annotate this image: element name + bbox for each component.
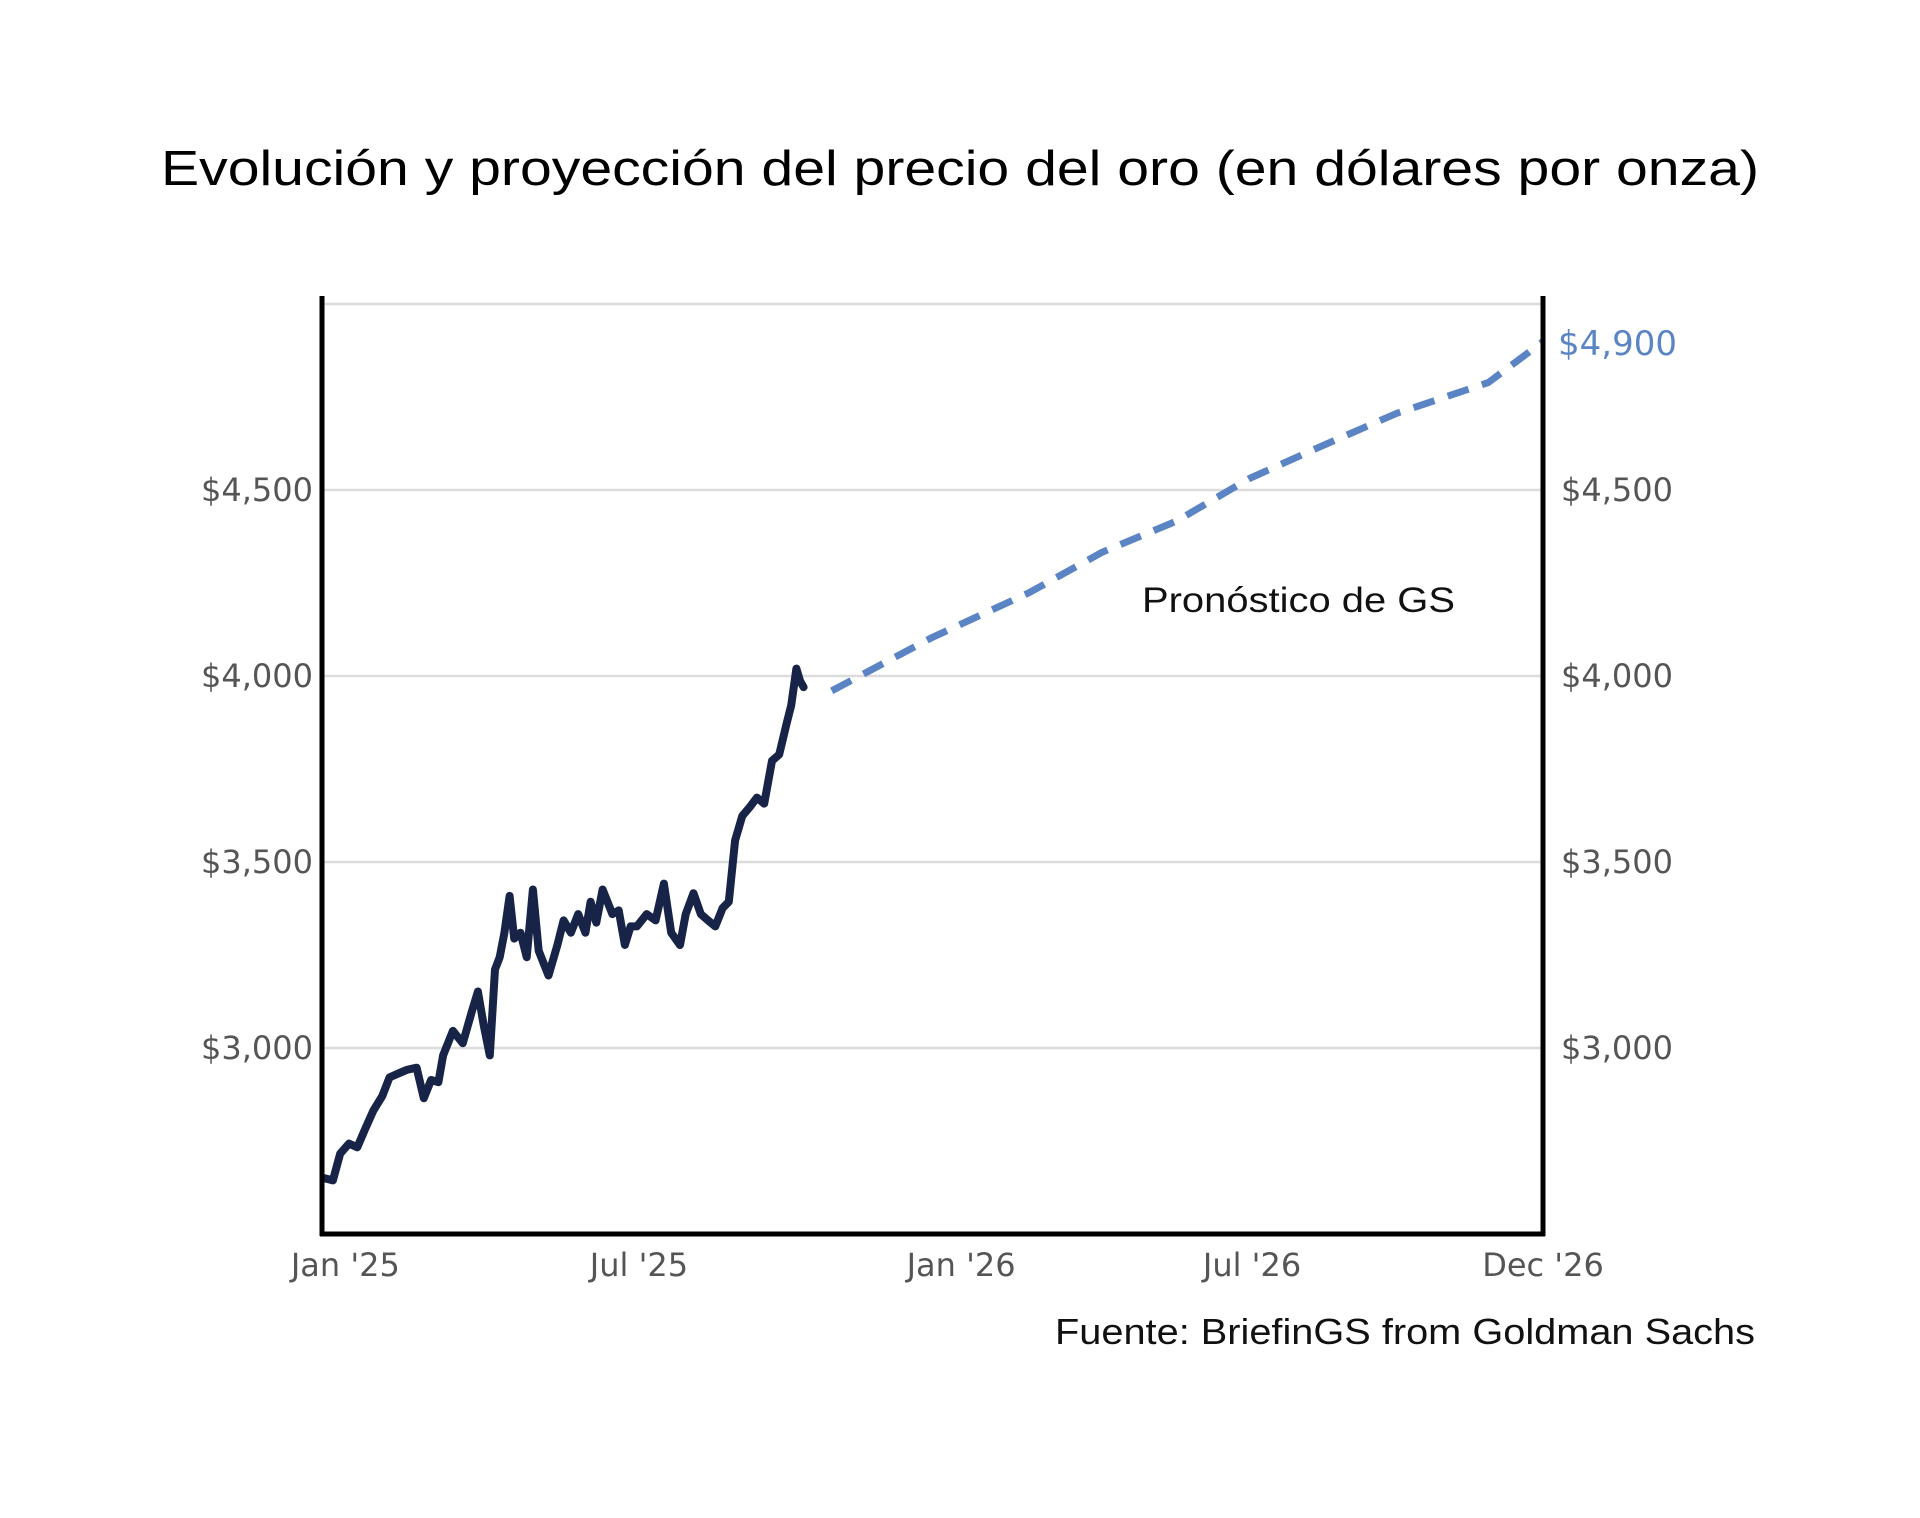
y-tick-label-left: $4,500 bbox=[201, 471, 313, 509]
series-layer bbox=[320, 338, 1546, 1185]
y-tick-label-right: $3,500 bbox=[1561, 843, 1673, 881]
y-tick-label-left: $4,000 bbox=[201, 657, 313, 695]
x-tick-label: Jan '25 bbox=[289, 1246, 400, 1284]
historical-price-line bbox=[320, 664, 808, 1185]
forecast-line bbox=[830, 338, 1546, 694]
source-note: Fuente: BriefinGS from Goldman Sachs bbox=[1055, 1311, 1755, 1352]
y-tick-label-right: $3,000 bbox=[1561, 1029, 1673, 1067]
forecast-end-label: $4,900 bbox=[1558, 324, 1677, 364]
y-tick-label-right: $4,500 bbox=[1561, 471, 1673, 509]
y-tick-label-left: $3,500 bbox=[201, 843, 313, 881]
gridlines bbox=[322, 302, 1543, 1050]
chart-title: Evolución y proyección del precio del or… bbox=[161, 142, 1759, 196]
y-tick-labels: $3,000 $3,500 $4,000 $4,500 $3,000 $3,500 $4,0… bbox=[201, 471, 1673, 1067]
x-tick-labels: Jan '25 Jul '25 Jan '26 Jul '26 Dec '26 bbox=[289, 1246, 1604, 1284]
x-tick-label: Jul '25 bbox=[588, 1246, 688, 1284]
forecast-annotation: Pronóstico de GS bbox=[1142, 581, 1455, 620]
x-tick-label: Jan '26 bbox=[905, 1246, 1016, 1284]
y-tick-label-left: $3,000 bbox=[201, 1029, 313, 1067]
y-tick-label-right: $4,000 bbox=[1561, 657, 1673, 695]
x-tick-label: Dec '26 bbox=[1482, 1246, 1604, 1284]
x-tick-label: Jul '26 bbox=[1201, 1246, 1301, 1284]
